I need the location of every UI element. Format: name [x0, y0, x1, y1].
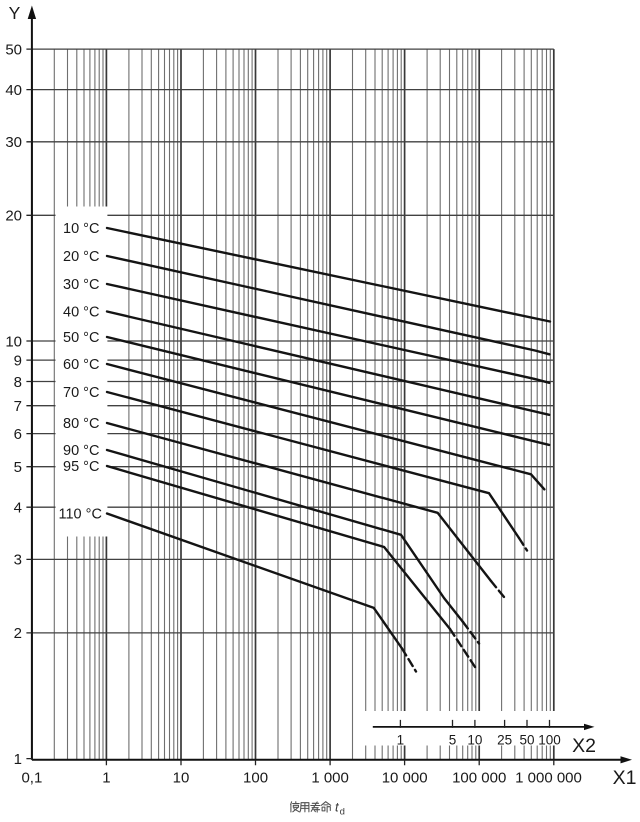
svg-text:5: 5: [449, 733, 457, 748]
svg-text:d: d: [340, 807, 345, 818]
svg-text:6: 6: [14, 426, 22, 443]
svg-text:10: 10: [173, 770, 190, 787]
svg-text:110 °C: 110 °C: [59, 507, 102, 523]
svg-text:60 °C: 60 °C: [63, 357, 99, 373]
svg-text:40 °C: 40 °C: [63, 305, 99, 321]
svg-text:t: t: [335, 800, 340, 815]
svg-text:50: 50: [520, 733, 535, 748]
svg-text:5: 5: [14, 459, 22, 476]
svg-text:1: 1: [14, 751, 22, 768]
svg-text:1 000 000: 1 000 000: [515, 770, 582, 787]
svg-text:20 °C: 20 °C: [63, 249, 99, 265]
svg-text:2: 2: [14, 625, 22, 642]
svg-text:10 000: 10 000: [382, 770, 428, 787]
svg-text:70 °C: 70 °C: [63, 385, 99, 401]
svg-text:30: 30: [5, 134, 22, 151]
svg-text:100 000: 100 000: [452, 770, 506, 787]
svg-text:3: 3: [14, 552, 22, 569]
svg-text:Y: Y: [9, 3, 21, 23]
svg-text:X2: X2: [572, 735, 596, 757]
svg-text:20: 20: [5, 208, 22, 225]
svg-text:10 °C: 10 °C: [63, 221, 99, 237]
svg-text:50: 50: [5, 41, 22, 58]
svg-text:25: 25: [497, 733, 512, 748]
svg-text:80 °C: 80 °C: [63, 416, 99, 432]
svg-text:95 °C: 95 °C: [63, 459, 99, 475]
svg-text:1: 1: [397, 733, 405, 748]
svg-text:90 °C: 90 °C: [63, 443, 99, 459]
svg-text:X1: X1: [613, 767, 637, 789]
svg-text:10: 10: [467, 733, 482, 748]
svg-text:1 000: 1 000: [311, 770, 349, 787]
svg-text:7: 7: [14, 398, 22, 415]
svg-text:0,1: 0,1: [21, 770, 42, 787]
svg-text:4: 4: [14, 499, 22, 516]
svg-text:9: 9: [14, 352, 22, 369]
svg-text:1: 1: [102, 770, 110, 787]
svg-text:100: 100: [243, 770, 268, 787]
svg-text:10: 10: [5, 333, 22, 350]
svg-text:8: 8: [14, 374, 22, 391]
svg-text:100: 100: [538, 733, 561, 748]
svg-text:40: 40: [5, 82, 22, 99]
svg-text:50 °C: 50 °C: [63, 330, 99, 346]
svg-text:30 °C: 30 °C: [63, 277, 99, 293]
